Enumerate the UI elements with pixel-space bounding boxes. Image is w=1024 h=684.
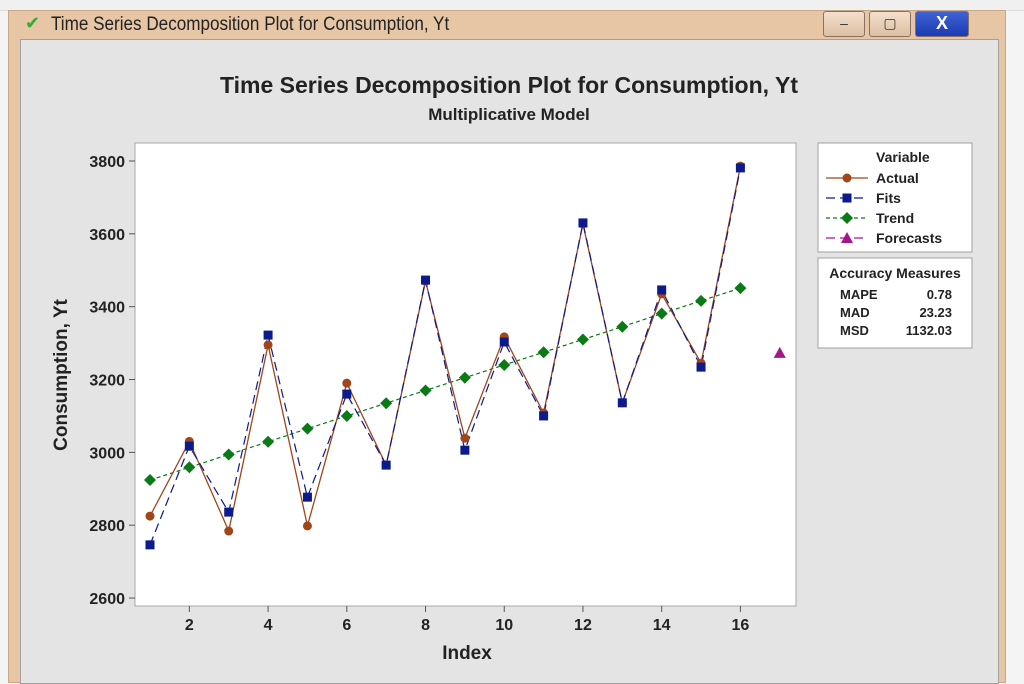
maximize-button[interactable]: ▢	[869, 11, 911, 37]
y-axis-label: Consumption, Yt	[51, 299, 72, 451]
fits-point	[224, 507, 234, 517]
x-tick-label: 12	[574, 617, 592, 634]
actual-point	[263, 340, 273, 350]
window-title: Time Series Decomposition Plot for Consu…	[51, 14, 450, 35]
legend-title: Variable	[876, 149, 930, 165]
fits-point	[342, 389, 352, 399]
fits-point	[460, 445, 470, 455]
trend-point	[458, 371, 471, 384]
accuracy-value: 0.78	[927, 287, 952, 302]
y-tick-label: 3600	[89, 227, 125, 244]
legend-label: Forecasts	[876, 230, 942, 246]
accuracy-title: Accuracy Measures	[829, 265, 961, 281]
fits-point	[842, 193, 852, 203]
accuracy-label: MAD	[840, 305, 870, 320]
trend-point	[576, 333, 589, 346]
trend-point	[734, 282, 747, 295]
actual-point	[224, 526, 234, 536]
legend-label: Trend	[876, 210, 914, 226]
trend-point	[841, 212, 853, 224]
forecast-point	[773, 346, 786, 358]
trend-point	[340, 409, 353, 422]
y-tick-label: 2800	[89, 518, 125, 535]
x-tick-label: 6	[342, 617, 351, 634]
actual-point	[302, 521, 312, 531]
actual-point	[460, 433, 470, 443]
x-tick-label: 14	[653, 617, 671, 634]
fits-point	[145, 540, 155, 550]
trend-point	[695, 294, 708, 307]
trend-point	[537, 346, 550, 359]
y-tick-label: 3000	[89, 445, 125, 462]
trend-point	[380, 397, 393, 410]
fits-point	[263, 330, 273, 340]
x-axis-label: Index	[442, 643, 492, 664]
trend-line	[149, 287, 741, 481]
fits-point	[696, 362, 706, 372]
y-tick-label: 3800	[89, 154, 125, 171]
legend-label: Fits	[876, 190, 901, 206]
close-button[interactable]: X	[915, 11, 969, 37]
legend: Variable Actual Fits Trend Forecasts	[817, 142, 973, 253]
fits-point	[735, 163, 745, 173]
accuracy-value: 23.23	[919, 305, 952, 320]
accuracy-value: 1132.03	[906, 323, 952, 338]
fits-point	[499, 337, 509, 347]
actual-point	[842, 173, 852, 183]
accuracy-label: MAPE	[840, 287, 878, 302]
trend-point	[183, 461, 196, 474]
x-tick-label: 8	[421, 617, 430, 634]
fits-point	[302, 492, 312, 502]
fits-point	[657, 285, 667, 295]
accuracy-label: MSD	[840, 323, 869, 338]
fits-point	[421, 275, 431, 285]
trend-point	[655, 307, 668, 320]
y-tick-label: 2600	[89, 591, 125, 608]
y-tick-label: 3400	[89, 300, 125, 317]
legend-label: Actual	[876, 170, 919, 186]
actual-point	[145, 511, 155, 521]
x-tick-label: 16	[732, 617, 750, 634]
fits-point	[578, 218, 588, 228]
trend-point	[262, 435, 275, 448]
fits-point	[381, 460, 391, 470]
actual-point	[342, 378, 352, 388]
trend-point	[144, 474, 156, 487]
x-tick-label: 10	[495, 617, 513, 634]
fits-point	[184, 441, 194, 451]
trend-point	[222, 448, 235, 461]
y-tick-label: 3200	[89, 373, 125, 390]
x-tick-label: 2	[185, 617, 194, 634]
trend-point	[498, 358, 511, 371]
x-tick-label: 4	[264, 617, 273, 634]
actual-line	[149, 165, 742, 534]
fits-point	[617, 398, 627, 408]
trend-point	[301, 422, 314, 435]
chart-title: Time Series Decomposition Plot for Consu…	[220, 72, 798, 98]
title-bar: ✔ Time Series Decomposition Plot for Con…	[9, 11, 1005, 38]
check-icon: ✔	[25, 13, 41, 33]
fits-line	[149, 167, 741, 546]
minimize-button[interactable]: –	[823, 11, 865, 37]
forecast-point	[841, 232, 853, 243]
trend-point	[419, 384, 432, 397]
fits-point	[539, 411, 549, 421]
trend-point	[616, 320, 629, 333]
accuracy-box: Accuracy Measures MAPE 0.78 MAD 23.23 MSD 113…	[817, 257, 973, 349]
chart-subtitle: Multiplicative Model	[428, 105, 590, 124]
